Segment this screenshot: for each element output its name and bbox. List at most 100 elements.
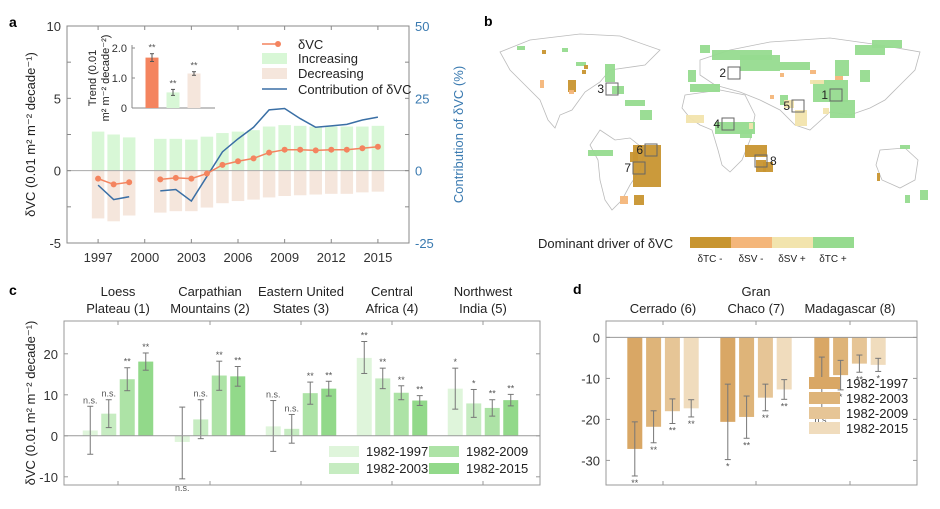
decreasing-bar <box>185 170 198 212</box>
map-legend-swatch <box>731 237 772 248</box>
bar <box>466 403 482 436</box>
category-label: Cerrado (6) <box>630 301 696 316</box>
y-tick-label: -5 <box>49 236 61 251</box>
dvc-point <box>157 176 164 183</box>
significance-label: ** <box>398 375 406 385</box>
inset-sig-label: ** <box>169 78 177 88</box>
map-driver-cell <box>855 45 885 55</box>
map-driver-cell <box>686 115 704 123</box>
category-label: Chaco (7) <box>727 301 784 316</box>
map-driver-cell <box>780 73 784 77</box>
dvc-point <box>374 143 381 150</box>
plot-frame <box>605 320 918 486</box>
legend-decreasing-swatch <box>262 68 287 79</box>
inset-bar <box>187 73 201 108</box>
increasing-bar <box>91 131 105 171</box>
region-box <box>829 88 843 102</box>
map-legend-label: δSV - <box>738 254 763 265</box>
increasing-bar <box>169 138 183 171</box>
x-tick-label: 2012 <box>317 250 346 265</box>
significance-label: ** <box>325 370 333 380</box>
map-driver-cell <box>690 84 720 92</box>
dvc-point <box>235 158 241 165</box>
y2-tick-label: 50 <box>415 19 429 34</box>
dvc-point <box>281 146 288 153</box>
category-label: Central <box>371 284 413 299</box>
bar <box>776 337 792 390</box>
bar <box>757 337 773 398</box>
map-driver-cell <box>784 100 794 108</box>
significance-label: ** <box>650 445 658 455</box>
map-driver-cell <box>584 65 588 69</box>
map-driver-cell <box>877 173 880 181</box>
panel-label-d: d <box>573 281 582 297</box>
dvc-point <box>219 161 226 168</box>
legend-swatch <box>329 446 359 457</box>
region-box <box>754 154 768 168</box>
map-driver-cell <box>872 40 902 48</box>
decreasing-bar <box>200 170 214 208</box>
legend-label: δVC <box>298 37 323 52</box>
bar <box>211 375 227 436</box>
map-driver-cell <box>605 64 615 82</box>
y-axis-label: δVC (0.01 m² m⁻² decade⁻¹) <box>23 321 38 486</box>
inset-sig-label: ** <box>190 61 198 71</box>
inset-bar <box>166 92 180 108</box>
significance-label: n.s. <box>175 483 190 493</box>
dvc-point <box>312 147 319 154</box>
x-tick-label: 2003 <box>177 250 206 265</box>
y-tick-label: 5 <box>54 91 61 106</box>
y-tick-label: -20 <box>581 412 600 427</box>
map-driver-cell <box>823 108 829 114</box>
map-driver-cell <box>810 80 824 84</box>
category-label: States (3) <box>273 301 329 316</box>
bar <box>833 337 849 376</box>
y2-axis-label: Contribution of δVC (%) <box>451 66 466 203</box>
bar <box>138 361 154 436</box>
panel-b-map: 1 2 3 4 5 67 8 Dominant driver of δVC δTC - δSV -… <box>499 33 928 265</box>
region-number: 7 <box>624 161 631 175</box>
map-driver-cell <box>640 110 652 120</box>
significance-label: n.s. <box>83 395 98 405</box>
map-driver-cell <box>542 50 546 54</box>
map-driver-cell <box>835 60 849 76</box>
decreasing-bar <box>356 170 369 193</box>
region-box <box>605 82 619 96</box>
region-box <box>632 161 646 175</box>
decreasing-bar <box>371 170 385 192</box>
bar <box>851 337 867 364</box>
increasing-bar <box>231 131 245 171</box>
significance-label: n.s. <box>101 389 116 399</box>
legend-label: 1982-2003 <box>846 391 908 406</box>
increasing-bar <box>262 126 276 171</box>
map-driver-cell <box>763 162 773 172</box>
legend-swatch <box>429 463 459 474</box>
legend-increasing-swatch <box>262 53 287 64</box>
increasing-bar <box>200 136 214 171</box>
bar <box>447 388 463 436</box>
significance-label: ** <box>762 413 770 423</box>
panel-c-chart: n.s.n.s.n.s.***n.s. n.s.n.s.********* ****… <box>23 284 541 493</box>
increasing-bar <box>122 137 136 171</box>
dvc-point <box>172 174 179 181</box>
significance-label: * <box>876 373 880 383</box>
region-box <box>727 66 741 80</box>
region-box <box>721 117 735 131</box>
map-driver-cell <box>625 100 645 106</box>
map-legend-swatch <box>813 237 854 248</box>
x-tick-label: 2000 <box>130 250 159 265</box>
y-axis-label: δVC (0.01 m² m⁻² decade⁻¹) <box>23 52 38 217</box>
increasing-bar <box>107 134 120 171</box>
legend-label: Contribution of δVC <box>298 82 411 97</box>
bar <box>870 337 886 365</box>
significance-label: * <box>726 462 730 472</box>
y-tick-label: -10 <box>581 371 600 386</box>
bar <box>720 337 736 422</box>
map-driver-cell <box>740 55 780 71</box>
legend-swatch <box>809 407 840 419</box>
dvc-point <box>126 179 133 186</box>
map-driver-cell <box>905 195 910 203</box>
map-driver-cell <box>745 145 767 157</box>
map-driver-cell <box>568 80 576 92</box>
